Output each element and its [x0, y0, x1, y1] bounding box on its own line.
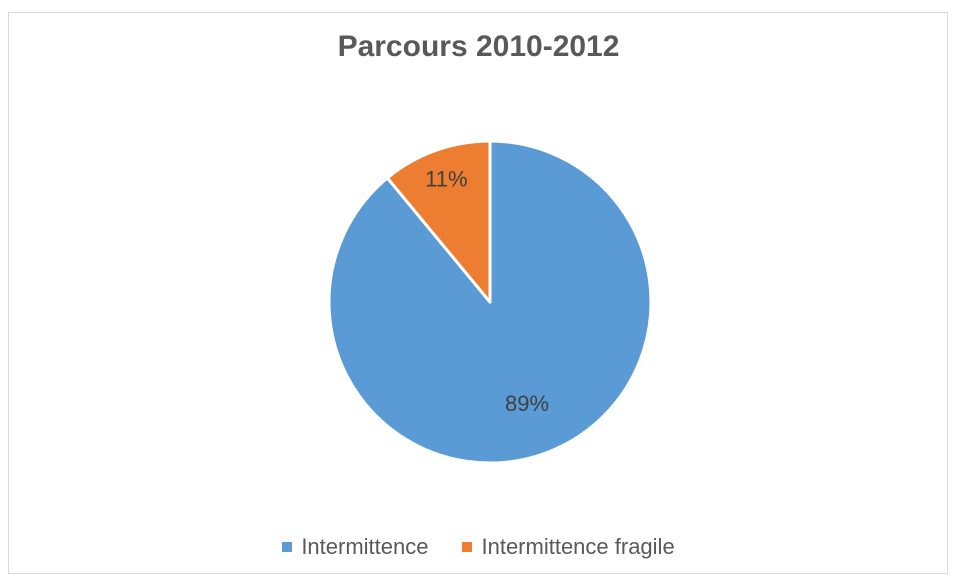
pie-slice-intermittence-fragile: [385, 139, 492, 304]
pie-data-labels: 89% 11%: [425, 167, 549, 416]
data-label-intermittence: 89%: [505, 391, 549, 416]
chart-legend: Intermittence Intermittence fragile: [0, 534, 957, 560]
chart-title: Parcours 2010-2012: [337, 30, 620, 63]
pie-slices: [327, 139, 653, 465]
legend-swatch-intermittence: [282, 542, 293, 552]
data-label-intermittence-fragile: 11%: [425, 167, 467, 192]
legend-item-intermittence-fragile: Intermittence fragile: [462, 534, 675, 560]
legend-label-intermittence: Intermittence: [301, 534, 429, 559]
legend-item-intermittence: Intermittence: [282, 534, 428, 560]
legend-swatch-intermittence-fragile: [462, 542, 473, 552]
legend-label-intermittence-fragile: Intermittence fragile: [481, 534, 675, 559]
